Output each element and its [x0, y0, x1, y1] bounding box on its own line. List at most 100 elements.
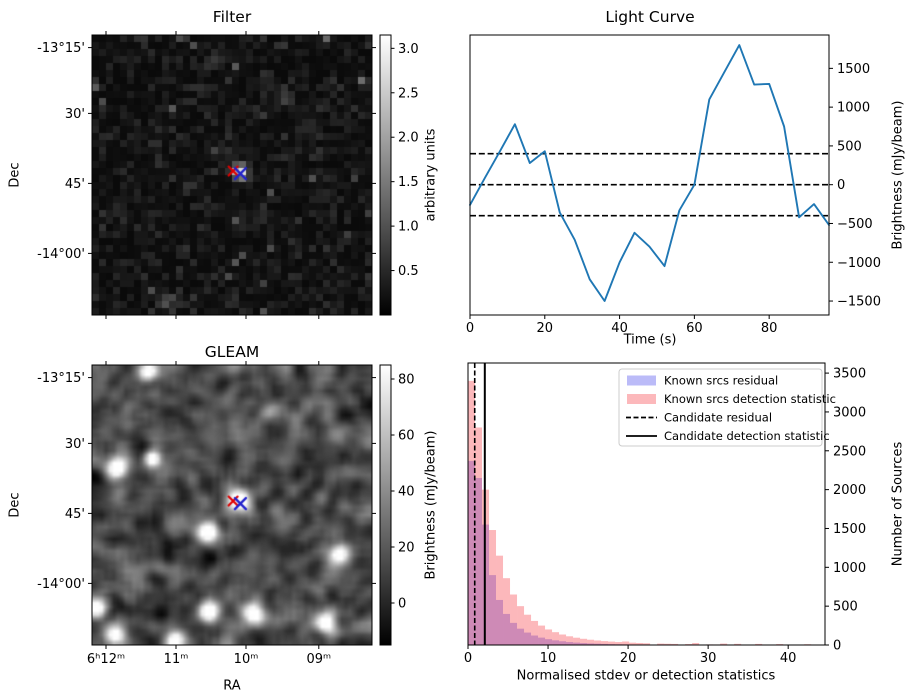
hist-bar-detection: [503, 578, 511, 645]
light-curve-line: [469, 44, 830, 302]
dec-tick-label: 30': [65, 107, 85, 122]
x-tick-label: 80: [761, 321, 778, 336]
hist-bar-detection: [545, 629, 553, 645]
hist-bar-detection: [566, 636, 574, 645]
hist-bar-residual: [489, 575, 497, 645]
gleam-x-axis-label: RA: [223, 678, 241, 694]
hist-bar-detection: [601, 641, 609, 645]
hist-bar-residual: [545, 639, 553, 645]
colorbar-tick-label: 0.5: [398, 264, 419, 279]
hist-bar-detection: [524, 614, 532, 645]
hist-bar-detection: [664, 643, 672, 645]
hist-bar-detection: [510, 594, 518, 645]
hist-bar-detection: [657, 643, 665, 645]
ra-tick-label: 6ʰ12ᵐ: [87, 652, 125, 667]
hist-bar-detection: [573, 637, 581, 645]
colorbar-tick-label: 2.0: [398, 131, 419, 146]
hist-bar-detection: [538, 625, 546, 645]
hist-bar-detection: [594, 640, 602, 645]
y-tick-label: −500: [837, 217, 873, 232]
sky-axes-frame: [91, 34, 373, 316]
hist-bar-residual: [475, 477, 483, 645]
colorbar-tick-label: 20: [398, 541, 415, 556]
hist-bar-residual: [468, 460, 476, 645]
dec-tick-label: -13°15': [37, 41, 85, 56]
hist-bar-residual: [503, 613, 511, 645]
y-tick-label: −1500: [837, 295, 881, 310]
dec-tick-label: -14°00': [37, 577, 85, 592]
dec-tick-label: -13°15': [37, 371, 85, 386]
y-tick-label: 3000: [833, 405, 866, 420]
colorbar-tick-label: 80: [398, 373, 415, 388]
hist-bar-residual: [524, 632, 532, 645]
hist-bar-residual: [601, 643, 609, 645]
y-tick-label: 1000: [833, 561, 866, 576]
legend-swatch: [627, 394, 656, 404]
hist-bar-detection: [615, 642, 623, 645]
hist-bar-detection: [496, 555, 504, 645]
hist-bar-detection: [559, 634, 567, 645]
light-curve-y-axis-label: Brightness (mJy/beam): [890, 100, 906, 250]
y-tick-label: 0: [837, 178, 845, 193]
light-curve-x-axis-label: Time (s): [623, 332, 677, 348]
ra-tick-label: 09ᵐ: [306, 652, 331, 667]
hist-bar-residual: [580, 643, 588, 645]
hist-bar-residual: [573, 642, 581, 645]
ra-tick-label: 11ᵐ: [164, 652, 189, 667]
histogram-y-axis-label: Number of Sources: [890, 441, 906, 567]
dec-tick-label: 30': [65, 437, 85, 452]
y-tick-label: 2000: [833, 483, 866, 498]
sky-axes-frame: [91, 364, 373, 646]
hist-bar-residual: [510, 622, 518, 645]
hist-bar-residual: [531, 635, 539, 645]
colorbar-tick-label: 3.0: [398, 42, 419, 57]
legend-entry-label: Known srcs detection statistic: [664, 392, 836, 406]
hist-bar-detection: [643, 643, 651, 645]
dec-tick-label: 45': [65, 177, 85, 192]
light-curve-frame: [469, 34, 830, 316]
legend-box: [618, 368, 823, 447]
hist-bar-residual: [552, 640, 560, 645]
legend-entry-label: Candidate detection statistic: [664, 429, 830, 443]
hist-bar-detection: [580, 638, 588, 645]
hist-bar-residual: [594, 643, 602, 645]
y-tick-label: 1500: [833, 522, 866, 537]
hist-bar-detection: [734, 643, 742, 645]
filter-title: Filter: [212, 8, 252, 26]
legend-entry-label: Candidate residual: [664, 411, 772, 425]
colorbar-tick-label: 40: [398, 485, 415, 500]
x-tick-label: 0: [464, 651, 472, 666]
hist-bar-residual: [587, 643, 595, 645]
legend-swatch: [627, 375, 656, 386]
gleam-colorbar-label: Brightness (mJy/beam): [423, 430, 439, 580]
x-tick-label: 60: [686, 321, 703, 336]
y-tick-label: 2500: [833, 444, 866, 459]
light-curve-title: Light Curve: [605, 8, 695, 26]
x-tick-label: 40: [611, 321, 628, 336]
x-tick-label: 40: [780, 651, 797, 666]
hist-bar-residual: [538, 637, 546, 645]
colorbar-tick-label: 1.5: [398, 175, 419, 190]
hist-bar-detection: [636, 642, 644, 645]
x-tick-label: 20: [620, 651, 637, 666]
hist-bar-detection: [755, 643, 763, 645]
hist-bar-detection: [587, 639, 595, 645]
hist-bar-detection: [622, 641, 630, 645]
ra-tick-label: 10ᵐ: [234, 652, 259, 667]
hist-bar-detection: [531, 620, 539, 645]
hist-bar-detection: [608, 641, 616, 645]
x-tick-label: 20: [537, 321, 554, 336]
hist-bar-residual: [517, 628, 525, 645]
colorbar-tick-label: 60: [398, 429, 415, 444]
histogram-x-axis-label: Normalised stdev or detection statistics: [516, 668, 776, 684]
y-tick-label: 1500: [837, 62, 870, 77]
dec-tick-label: 45': [65, 507, 85, 522]
hist-bar-detection: [629, 642, 637, 645]
hist-bar-detection: [517, 606, 525, 645]
x-tick-label: 0: [466, 321, 474, 336]
y-tick-label: 500: [833, 600, 858, 615]
hist-bar-detection: [489, 530, 497, 645]
hist-bar-residual: [566, 642, 574, 645]
